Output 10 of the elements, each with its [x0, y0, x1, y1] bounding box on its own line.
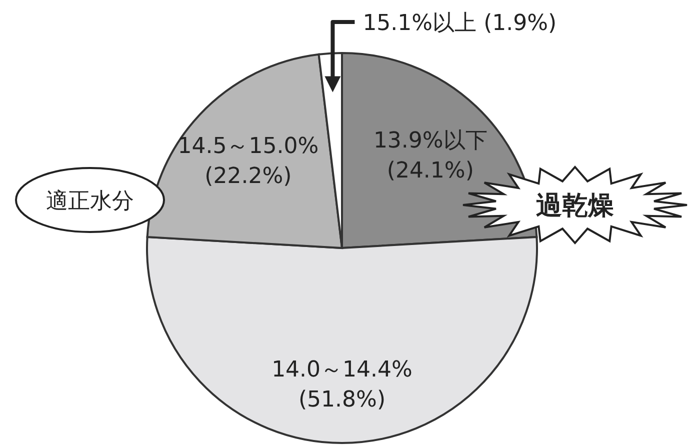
slice-label: 13.9%以下: [373, 128, 488, 154]
data-label: (24.1%): [386, 158, 474, 184]
text: 過乾燥: [536, 191, 614, 221]
slice-label: 14.5～15.0%: [178, 134, 319, 160]
data-label: (1.9%): [484, 11, 557, 36]
data-label: (51.8%): [298, 388, 386, 413]
slice-label: 14.0～14.4%: [272, 358, 412, 383]
text: 適正水分: [46, 189, 134, 214]
data-label: (22.2%): [204, 164, 292, 190]
slice-label: 15.1%以上: [362, 11, 477, 36]
